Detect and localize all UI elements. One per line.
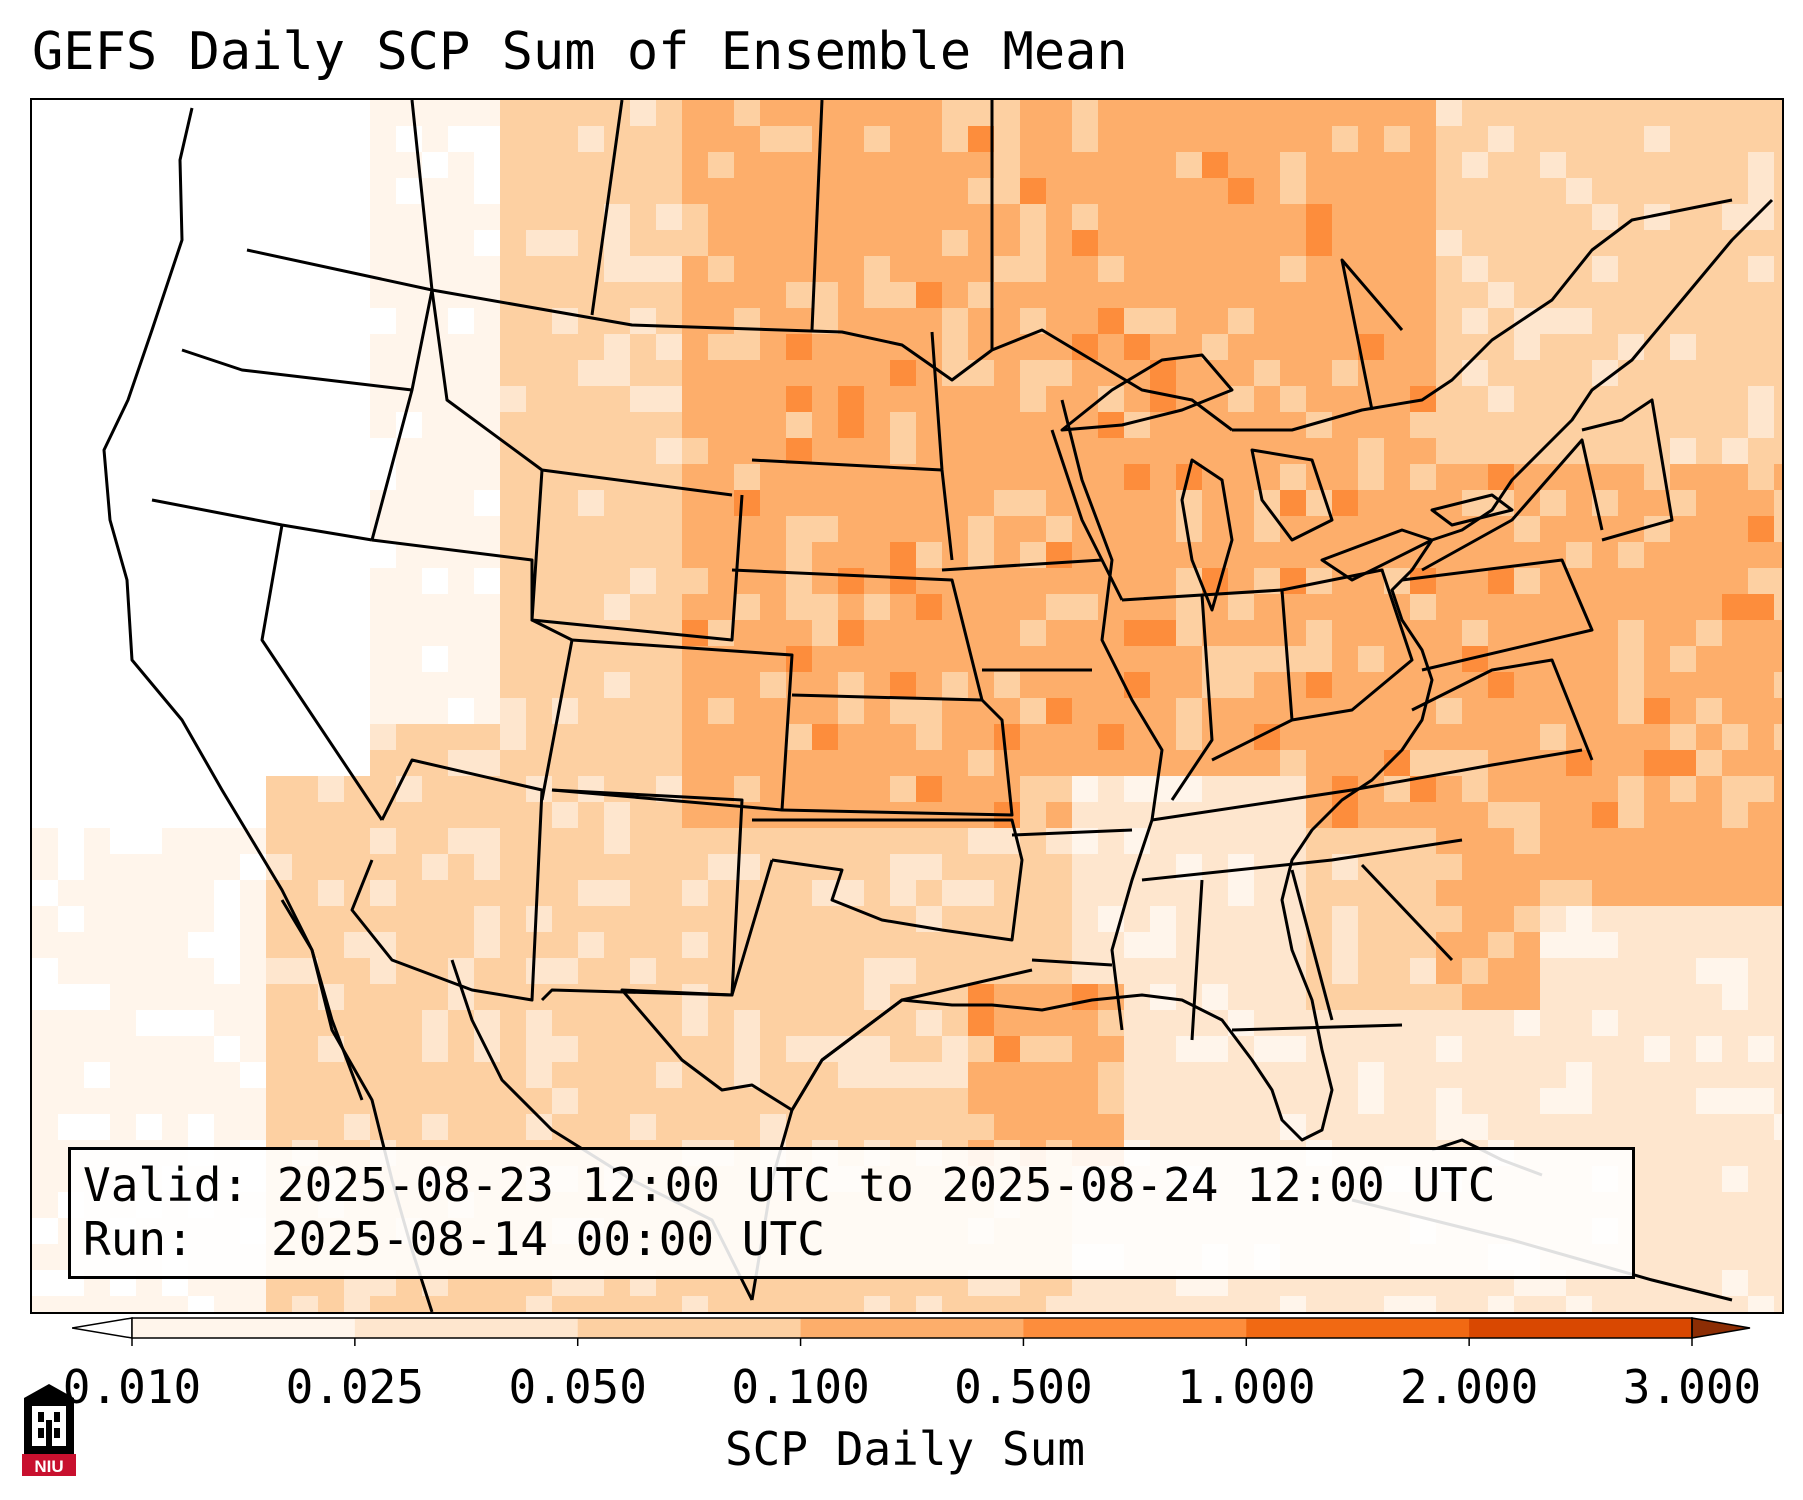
colorbar-tick-label: 1.000 — [1177, 1360, 1316, 1414]
mt-line — [430, 289, 733, 497]
province-line-2 — [590, 100, 624, 316]
run-value: 2025-08-14 00:00 UTC — [271, 1212, 825, 1266]
id-line — [370, 289, 434, 541]
colorbar-tick-label: 0.025 — [285, 1360, 425, 1414]
mn-ia-line — [941, 558, 1103, 572]
fl-line — [1231, 1023, 1403, 1032]
run-label: Run: — [83, 1212, 194, 1266]
canada-border — [246, 248, 1233, 432]
ok-line — [752, 818, 1024, 942]
tx-line — [620, 859, 1033, 1112]
nv-ca-line — [260, 524, 384, 821]
ar-la-line — [1031, 958, 1113, 967]
colorbar-under-arrow — [72, 1317, 133, 1339]
colorbar-over-arrow — [1691, 1317, 1751, 1339]
valid-line: Valid: 2025-08-23 12:00 UTC to 2025-08-2… — [83, 1158, 1495, 1212]
province-line-3 — [810, 100, 824, 331]
logo-text: NIU — [34, 1457, 63, 1476]
colorbar-tick-label: 2.000 — [1399, 1360, 1539, 1414]
colorbar-segment — [800, 1318, 1024, 1338]
run-line: Run: 2025-08-14 00:00 UTC — [83, 1212, 825, 1266]
ms-al-line — [1190, 879, 1204, 1041]
east-coastline — [750, 198, 1774, 1301]
va-line — [1411, 658, 1594, 761]
ne-states — [1581, 398, 1674, 542]
lake-huron — [1250, 448, 1334, 542]
scp-field-map — [32, 100, 1782, 1312]
lake-michigan — [1180, 458, 1234, 612]
province-line-5 — [1340, 258, 1404, 411]
colorbar-tick-label: 0.010 — [62, 1360, 202, 1414]
colorbar-tick-label: 3.000 — [1622, 1360, 1762, 1414]
west-coastline — [102, 107, 364, 1101]
lake-superior — [1060, 353, 1234, 432]
colorbar-tick-label: 0.100 — [731, 1360, 870, 1414]
in-line — [1201, 588, 1294, 762]
scp-field-shading — [32, 100, 1782, 1312]
wi-line — [1050, 429, 1124, 601]
mo-ar-line — [1011, 828, 1133, 837]
colorbar-segment — [577, 1318, 802, 1338]
al-ga-line — [1290, 869, 1334, 1021]
ny-line — [1421, 438, 1604, 572]
colorbar-tick-label: 0.500 — [954, 1360, 1093, 1414]
map-title: GEFS Daily SCP Sum of Ensemble Mean — [32, 22, 1128, 82]
colorbar-segment — [354, 1318, 579, 1338]
wy-line — [530, 469, 744, 642]
ks-line — [781, 693, 1014, 817]
colorbar-segment — [1246, 1318, 1470, 1338]
niu-logo: NIU — [22, 1384, 76, 1476]
mississippi-river — [1060, 399, 1164, 1031]
ne-line — [731, 568, 984, 701]
valid-value: 2025-08-23 12:00 UTC to 2025-08-24 12:00… — [276, 1158, 1496, 1212]
colorbar-segment — [1023, 1318, 1247, 1338]
colorbar-segment — [1469, 1318, 1693, 1338]
il-line — [1121, 593, 1214, 801]
state-boundaries — [102, 100, 1774, 1312]
colorbar — [72, 1317, 1751, 1346]
colorbar-label: SCP Daily Sum — [724, 1422, 1086, 1476]
lake-erie — [1320, 528, 1434, 582]
colorbar-border — [131, 1317, 1693, 1339]
colorbar-segment — [132, 1318, 356, 1338]
ky-tn-line — [1151, 748, 1583, 822]
wa-or-line — [181, 348, 413, 392]
validity-info-box: Valid: 2025-08-23 12:00 UTC to 2025-08-2… — [68, 1147, 1635, 1279]
colorbar-tick-label: 0.050 — [508, 1360, 647, 1414]
ga-sc-line — [1360, 863, 1454, 962]
canada-border-east — [1232, 198, 1733, 432]
co-line — [551, 638, 794, 812]
province-line-1 — [410, 100, 434, 291]
valid-label: Valid: — [83, 1158, 250, 1212]
pa-line — [1401, 558, 1594, 672]
nd-sd-line — [751, 458, 943, 472]
map-panel — [30, 98, 1784, 1314]
nv-ut-line — [371, 538, 574, 801]
lake-ontario — [1430, 493, 1514, 527]
dakotas-east — [930, 331, 954, 561]
az-line — [350, 758, 544, 1002]
tn-ms-line — [1141, 838, 1463, 882]
